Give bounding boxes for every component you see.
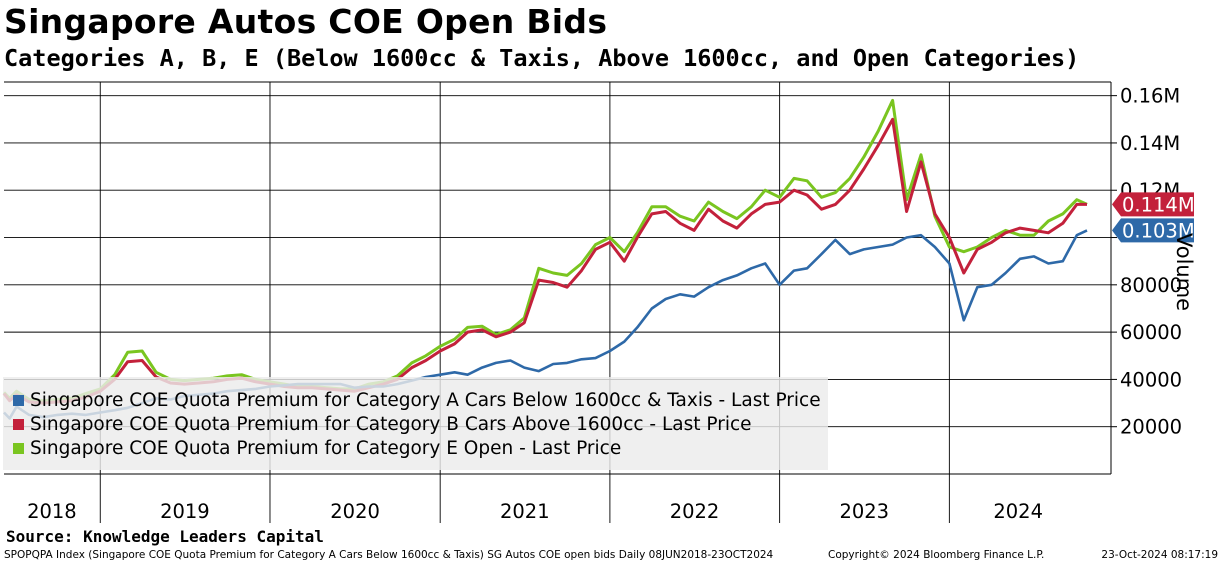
legend-swatch [13,442,24,454]
last-value-tag [1112,192,1194,217]
legend-label: Singapore COE Quota Premium for Category… [30,437,622,459]
y-tick-label: 80000 [1120,274,1182,297]
x-tick-label: 2023 [839,500,889,523]
legend-item: Singapore COE Quota Premium for Category… [13,389,821,411]
legend-swatch [13,394,24,406]
series-line [2,117,1087,405]
legend-item: Singapore COE Quota Premium for Category… [13,437,621,459]
x-tick-label: 2022 [670,500,720,523]
x-tick-label: 2018 [27,500,77,523]
series-line [2,98,1088,403]
x-tick-label: 2019 [160,500,210,523]
last-value-tag [1112,218,1194,243]
y-tick-label: 20000 [1120,416,1182,439]
last-value-label: 0.114M [1122,193,1195,216]
y-axis-label: Volume [1172,233,1196,312]
chart-title: Singapore Autos COE Open Bids [4,2,608,41]
x-tick-label: 2024 [993,500,1043,523]
y-tick-label: 40000 [1120,368,1182,391]
footer-copyright: Copyright© 2024 Bloomberg Finance L.P. [828,549,1045,561]
legend-item: Singapore COE Quota Premium for Category… [13,413,752,435]
last-value-label: 0.103M [1122,219,1195,242]
chart-subtitle: Categories A, B, E (Below 1600cc & Taxis… [4,44,1080,72]
series-layer [2,98,1088,420]
source-note: Source: Knowledge Leaders Capital [6,527,324,546]
footer-timestamp: 23-Oct-2024 08:17:19 [1101,549,1218,561]
legend-swatch [13,418,24,430]
legend: Singapore COE Quota Premium for Category… [3,377,828,470]
x-tick-label: 2020 [330,500,380,523]
x-tick-label: 2021 [500,500,550,523]
legend-label: Singapore COE Quota Premium for Category… [30,413,752,435]
y-tick-label: 0.14M [1120,132,1180,155]
y-tick-label: 0.16M [1120,85,1180,108]
y-tick-label: 60000 [1120,321,1182,344]
footer-index-info: SPOPQPA Index (Singapore COE Quota Premi… [4,549,774,561]
legend-label: Singapore COE Quota Premium for Category… [30,389,821,411]
